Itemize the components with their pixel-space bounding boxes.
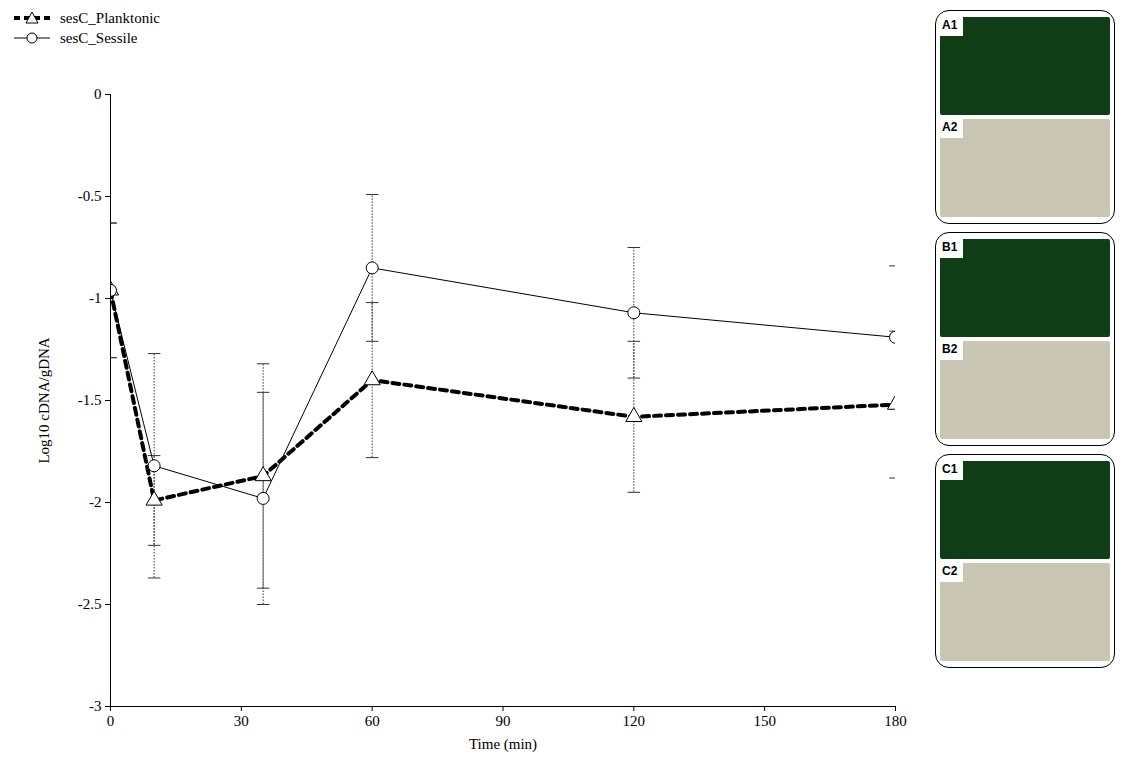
html-text:sesC_Sessile: sesC_Sessile <box>60 29 138 46</box>
html-text:B2: B2 <box>942 342 958 356</box>
html-text:A2: A2 <box>942 120 958 134</box>
svg-text:-3: -3 <box>89 698 102 714</box>
svg-text:-1: -1 <box>89 290 102 306</box>
svg-text:30: 30 <box>234 713 249 729</box>
svg-text:120: 120 <box>623 713 646 729</box>
svg-text:-2.5: -2.5 <box>78 596 102 612</box>
html-text:B1: B1 <box>942 240 958 254</box>
svg-text:90: 90 <box>496 713 511 729</box>
html-text:C2: C2 <box>942 564 958 578</box>
svg-text:0: 0 <box>94 86 102 102</box>
svg-text:150: 150 <box>753 713 776 729</box>
svg-text:60: 60 <box>365 713 380 729</box>
svg-text:-2: -2 <box>89 494 102 510</box>
svg-text:-0.5: -0.5 <box>78 188 102 204</box>
html-text:sesC_Planktonic: sesC_Planktonic <box>60 9 160 26</box>
svg-text:Log10 cDNA/gDNA: Log10 cDNA/gDNA <box>36 337 52 463</box>
svg-text:-1.5: -1.5 <box>78 392 102 408</box>
html-text:C1: C1 <box>942 462 958 476</box>
html-text:A1: A1 <box>942 18 958 32</box>
svg-text:0: 0 <box>107 713 115 729</box>
svg-text:180: 180 <box>884 713 907 729</box>
svg-text:Time (min): Time (min) <box>469 736 537 753</box>
